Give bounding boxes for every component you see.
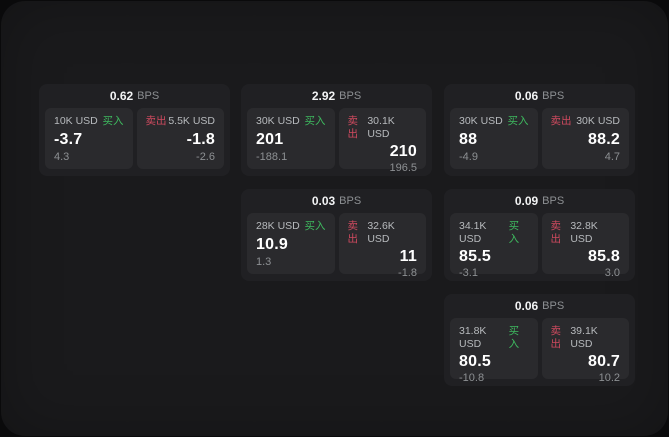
sell-change: 4.7	[604, 150, 620, 163]
buy-change: -188.1	[256, 150, 288, 163]
bps-header: 0.09 BPS	[444, 189, 635, 213]
sell-side-label: 卖出	[347, 220, 359, 245]
buy-amount: 28K USD	[256, 220, 300, 232]
buy-change: -4.9	[459, 150, 478, 163]
sell-price: 88.2	[588, 130, 620, 148]
sell-price: 11	[399, 248, 417, 266]
buy-price: 201	[256, 130, 284, 148]
sell-side-label: 卖出	[347, 115, 359, 140]
buy-quote-panel[interactable]: 28K USD 买入 10.9 1.3	[247, 213, 335, 274]
sell-price: 85.8	[588, 248, 620, 266]
buy-price: 85.5	[459, 248, 491, 266]
bps-unit-label: BPS	[542, 300, 565, 312]
bps-value: 0.09	[514, 194, 539, 208]
buy-quote-panel[interactable]: 30K USD 买入 201 -188.1	[247, 108, 335, 169]
buy-amount: 31.8K USD	[459, 325, 487, 350]
sell-quote-panel[interactable]: 卖出 30.1K USD 210 196.5	[338, 108, 426, 174]
quote-card: 0.06 BPS 30K USD 买入 88 -4.9 卖出 30K USD	[444, 84, 635, 176]
buy-price: 88	[459, 130, 478, 148]
buy-quote-panel[interactable]: 30K USD 买入 88 -4.9	[450, 108, 538, 169]
buy-change: -3.1	[459, 266, 478, 279]
sell-amount: 32.6K USD	[367, 220, 395, 245]
sell-side-label: 卖出	[145, 115, 167, 127]
bps-header: 2.92 BPS	[241, 84, 432, 108]
buy-side-label: 买入	[508, 325, 520, 350]
sell-amount: 5.5K USD	[168, 115, 215, 127]
buy-side-label: 买入	[304, 115, 326, 127]
buy-quote-panel[interactable]: 10K USD 买入 -3.7 4.3	[45, 108, 133, 169]
bps-unit-label: BPS	[542, 195, 565, 207]
quote-card: 0.09 BPS 34.1K USD 买入 85.5 -3.1 卖出 32.8K…	[444, 189, 635, 281]
sell-side-label: 卖出	[550, 220, 562, 245]
buy-change: 1.3	[256, 255, 272, 268]
sell-side-label: 卖出	[550, 325, 562, 350]
sell-side-label: 卖出	[550, 115, 572, 127]
buy-quote-panel[interactable]: 34.1K USD 买入 85.5 -3.1	[450, 213, 538, 279]
bps-value: 0.62	[109, 89, 134, 103]
buy-amount: 10K USD	[54, 115, 98, 127]
buy-amount: 30K USD	[256, 115, 300, 127]
bps-unit-label: BPS	[137, 90, 160, 102]
sell-quote-panel[interactable]: 卖出 5.5K USD -1.8 -2.6	[136, 108, 224, 169]
bps-header: 0.03 BPS	[241, 189, 432, 213]
bps-value: 0.06	[514, 299, 539, 313]
quote-card: 0.06 BPS 31.8K USD 买入 80.5 -10.8 卖出 39.1…	[444, 294, 635, 386]
sell-change: 3.0	[604, 266, 620, 279]
bps-value: 0.06	[514, 89, 539, 103]
bps-unit-label: BPS	[339, 90, 362, 102]
bps-unit-label: BPS	[339, 195, 362, 207]
bps-unit-label: BPS	[542, 90, 565, 102]
sell-amount: 30K USD	[576, 115, 620, 127]
bps-value: 0.03	[311, 194, 336, 208]
sell-quote-panel[interactable]: 卖出 32.6K USD 11 -1.8	[338, 213, 426, 279]
sell-quote-panel[interactable]: 卖出 32.8K USD 85.8 3.0	[541, 213, 629, 279]
buy-amount: 34.1K USD	[459, 220, 487, 245]
quote-panels: 31.8K USD 买入 80.5 -10.8 卖出 39.1K USD 80.…	[444, 318, 635, 384]
buy-price: 80.5	[459, 353, 491, 371]
sell-price: -1.8	[186, 130, 215, 148]
sell-amount: 32.8K USD	[570, 220, 598, 245]
buy-price: -3.7	[54, 130, 83, 148]
sell-quote-panel[interactable]: 卖出 30K USD 88.2 4.7	[541, 108, 629, 169]
buy-side-label: 买入	[507, 115, 529, 127]
sell-price: 80.7	[588, 353, 620, 371]
bps-header: 0.62 BPS	[39, 84, 230, 108]
sell-change: -1.8	[398, 266, 417, 279]
buy-amount: 30K USD	[459, 115, 503, 127]
quote-panels: 10K USD 买入 -3.7 4.3 卖出 5.5K USD -1.8 -2.…	[39, 108, 230, 169]
quote-panels: 28K USD 买入 10.9 1.3 卖出 32.6K USD 11 -1.8	[241, 213, 432, 279]
bps-header: 0.06 BPS	[444, 84, 635, 108]
bps-header: 0.06 BPS	[444, 294, 635, 318]
sell-change: -2.6	[196, 150, 215, 163]
buy-change: -10.8	[459, 371, 485, 384]
sell-quote-panel[interactable]: 卖出 39.1K USD 80.7 10.2	[541, 318, 629, 384]
buy-side-label: 买入	[102, 115, 124, 127]
buy-quote-panel[interactable]: 31.8K USD 买入 80.5 -10.8	[450, 318, 538, 384]
sell-amount: 39.1K USD	[570, 325, 598, 350]
buy-price: 10.9	[256, 235, 288, 253]
quote-card: 0.03 BPS 28K USD 买入 10.9 1.3 卖出 32.6K US…	[241, 189, 432, 281]
sell-price: 210	[389, 143, 417, 161]
sell-change: 10.2	[598, 371, 620, 384]
sell-amount: 30.1K USD	[367, 115, 395, 140]
quote-panels: 34.1K USD 买入 85.5 -3.1 卖出 32.8K USD 85.8…	[444, 213, 635, 279]
quote-panels: 30K USD 买入 88 -4.9 卖出 30K USD 88.2 4.7	[444, 108, 635, 169]
buy-side-label: 买入	[304, 220, 326, 232]
buy-side-label: 买入	[508, 220, 520, 245]
quote-panels: 30K USD 买入 201 -188.1 卖出 30.1K USD 210 1…	[241, 108, 432, 174]
quote-card: 0.62 BPS 10K USD 买入 -3.7 4.3 卖出 5.5K USD	[39, 84, 230, 176]
bps-value: 2.92	[311, 89, 336, 103]
sell-change: 196.5	[389, 161, 417, 174]
buy-change: 4.3	[54, 150, 70, 163]
quote-card: 2.92 BPS 30K USD 买入 201 -188.1 卖出 30.1K …	[241, 84, 432, 176]
